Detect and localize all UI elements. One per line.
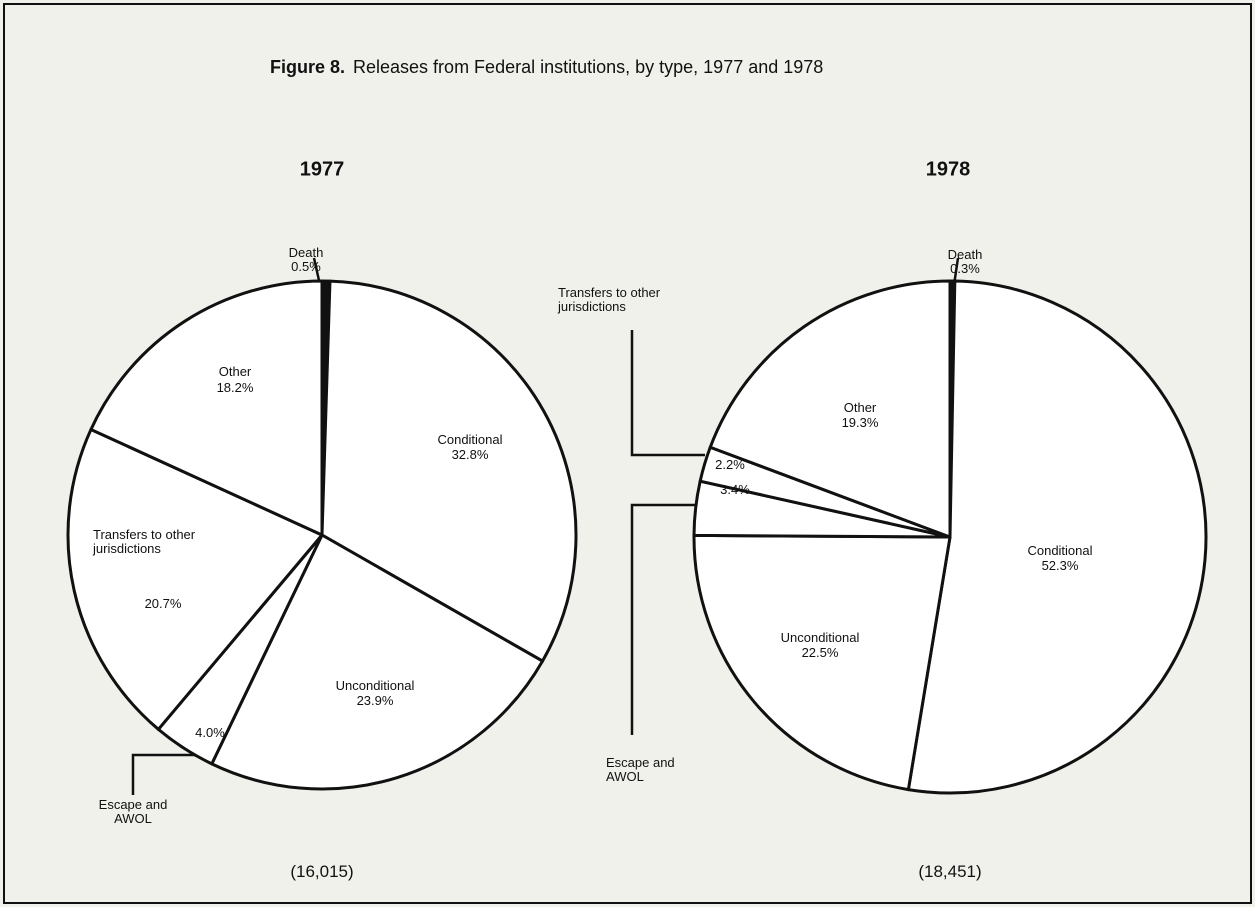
slice-value: 19.3% [841,415,879,430]
slice-value: 23.9% [356,693,394,708]
pie-total: (16,015) [290,862,354,881]
slice-value: 18.2% [216,380,254,395]
pie-slice [320,279,578,663]
slice-value: 0.3% [950,261,980,276]
leader-line [630,330,705,457]
pie-slice [692,533,952,792]
slice-value: 0.5% [291,259,321,274]
slice-value: 32.8% [451,447,489,462]
slice-name: Other [218,364,252,379]
pie-slice [708,279,952,539]
slice-value: 3.4% [720,482,750,497]
pie-slice [906,279,1208,795]
slice-name: Unconditional [335,678,415,693]
slice-name: Escape and AWOL [98,797,168,826]
slice-value: 20.7% [144,596,182,611]
slice-name: Death [947,247,983,262]
slice-name: Conditional [437,432,503,447]
slice-name: Transfers to other jurisdictions [93,527,196,556]
figure-label: Figure 8. [270,57,346,77]
figure-title: Releases from Federal institutions, by t… [353,57,824,77]
slice-name: Other [843,400,877,415]
pie-total: (18,451) [918,862,982,881]
pie-slice [66,427,324,731]
slice-name: Escape and AWOL [606,755,675,784]
slice-value: 52.3% [1041,558,1079,573]
figure-heading: Figure 8. Releases from Federal instituti… [270,57,823,78]
slice-name: Unconditional [780,630,860,645]
slice-name: Conditional [1027,543,1093,558]
slice-value: 2.2% [715,457,745,472]
slice-value: 22.5% [801,645,839,660]
leader-line [630,503,697,735]
pie-title: 1977 [299,158,345,181]
slice-name: Death [288,245,324,260]
frame [3,3,1252,904]
pie-slice [89,279,324,537]
slice-value: 4.0% [195,725,225,740]
slice-name: Transfers to other jurisdictions [558,285,661,314]
pie-title: 1978 [925,158,971,181]
pie-slice [210,533,544,791]
